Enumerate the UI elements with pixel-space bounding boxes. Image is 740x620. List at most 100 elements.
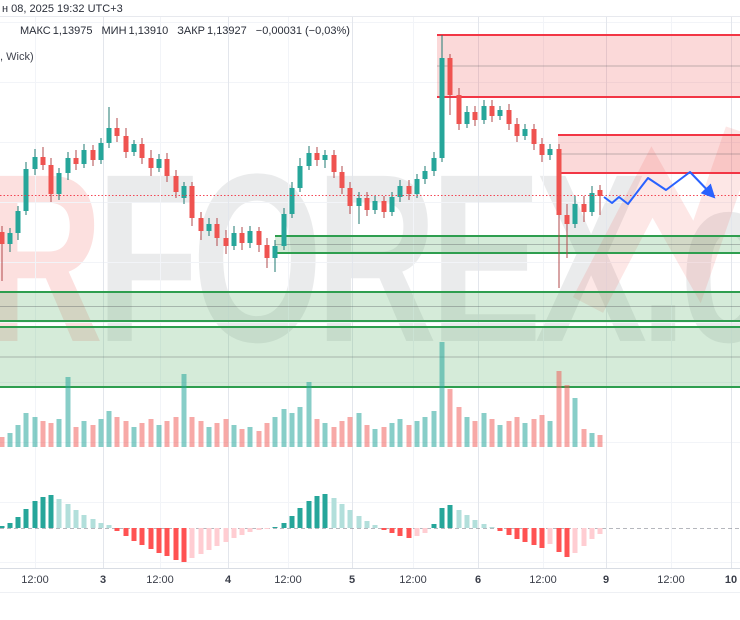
volume-bar	[331, 427, 337, 447]
macd-bar	[456, 510, 462, 528]
macd-bar	[289, 516, 295, 528]
candle-body	[81, 150, 87, 164]
macd-bar	[173, 528, 179, 560]
macd-bar	[481, 524, 487, 528]
candle-body	[198, 218, 204, 231]
volume-bar	[547, 421, 553, 447]
candle-body	[15, 211, 21, 233]
macd-bar	[389, 528, 395, 533]
volume-bar	[322, 423, 328, 447]
low-label: МИН	[101, 25, 127, 37]
macd-bar	[331, 498, 337, 528]
volume-bar	[181, 374, 187, 447]
candle-body	[522, 129, 528, 136]
candle-body	[572, 204, 578, 224]
high-value: 1,13975	[52, 25, 93, 37]
volume-bar	[0, 437, 5, 447]
volume-bar	[514, 417, 520, 447]
red-zone[interactable]	[437, 35, 740, 97]
forecast-arrow	[603, 171, 716, 205]
volume-bar	[372, 429, 378, 447]
low-value: 1,13910	[128, 25, 169, 37]
macd-bar	[223, 528, 229, 542]
volume-bar	[347, 417, 353, 447]
macd-bar	[572, 528, 578, 553]
macd-bar	[397, 528, 403, 536]
macd-bar	[264, 528, 270, 529]
macd-bar	[306, 501, 312, 528]
green-zone[interactable]	[0, 292, 740, 321]
macd-bar	[447, 505, 453, 528]
macd-bar	[439, 508, 445, 528]
macd-bar	[581, 528, 587, 546]
time-axis[interactable]: 12:00 3 12:00 4 12:00 5 12:00 6 12:00 9 12:00 10	[0, 568, 740, 594]
volume-bar	[597, 435, 603, 447]
green-zone[interactable]	[0, 327, 740, 387]
candle-body	[98, 143, 104, 160]
red-zone[interactable]	[558, 135, 740, 173]
volume-bar	[32, 417, 38, 447]
header-divider	[0, 16, 740, 17]
macd-bar	[247, 528, 253, 532]
volume-bar	[539, 415, 545, 447]
volume-bar	[48, 423, 54, 447]
volume-bar	[123, 421, 129, 447]
candle-body	[239, 233, 245, 243]
candle-body	[447, 58, 453, 95]
volume-bar	[531, 419, 537, 447]
volume-bar	[164, 421, 170, 447]
candle-body	[73, 158, 79, 164]
macd-bar	[556, 528, 562, 552]
volume-bar	[314, 419, 320, 447]
macd-bar	[206, 528, 212, 550]
candle-body	[181, 186, 187, 198]
volume-bar	[439, 342, 445, 447]
macd-bar	[181, 528, 187, 562]
volume-bar	[239, 429, 245, 447]
candle-body	[289, 188, 295, 214]
macd-bar	[589, 528, 595, 539]
candle-body	[506, 110, 512, 124]
time-axis-label: 9	[602, 574, 610, 586]
time-axis-label: 12:00	[21, 574, 49, 586]
volume-bar	[114, 417, 120, 447]
macd-bar	[564, 528, 570, 557]
candle-body	[7, 233, 13, 244]
volume-bar	[472, 421, 478, 447]
green-zone[interactable]	[275, 236, 740, 253]
macd-bar	[597, 528, 603, 534]
macd-bar	[322, 494, 328, 528]
macd-bar	[131, 528, 137, 541]
indicator-label-partial: , Wick)	[0, 51, 34, 63]
volume-bar	[481, 413, 487, 447]
macd-bar	[347, 510, 353, 528]
macd-bar	[114, 528, 120, 531]
macd-bar	[48, 495, 54, 528]
candle-body	[272, 246, 278, 258]
candle-body	[389, 197, 395, 212]
volume-bar	[98, 419, 104, 447]
candle-body	[556, 149, 562, 215]
candle-body	[581, 204, 587, 212]
macd-bar	[15, 517, 21, 528]
volume-bar	[81, 421, 87, 447]
datetime-label: н 08, 2025 19:32 UTC+3	[2, 3, 123, 15]
candle-body	[139, 144, 145, 158]
candle-body	[256, 231, 262, 245]
time-axis-label: 10	[724, 574, 738, 586]
candle-body	[206, 224, 212, 231]
candle-body	[347, 188, 353, 206]
time-axis-label: 3	[99, 574, 107, 586]
macd-bar	[472, 520, 478, 528]
volume-bar	[214, 423, 220, 447]
candle-body	[414, 179, 420, 194]
candle-body	[0, 232, 5, 244]
time-axis-label: 12:00	[657, 574, 685, 586]
macd-bar	[256, 528, 262, 530]
macd-bar	[164, 528, 170, 556]
candle-body	[56, 173, 62, 194]
macd-bar	[489, 527, 495, 528]
high-label: МАКС	[20, 25, 51, 37]
